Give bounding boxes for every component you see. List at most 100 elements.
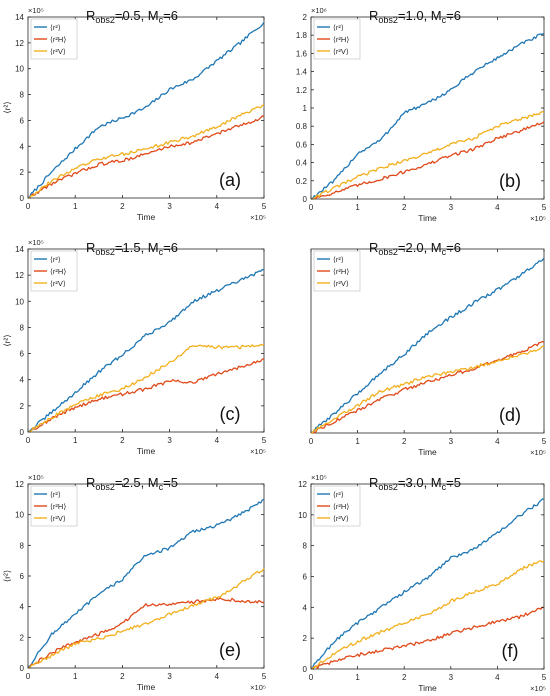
panel-label: (c) <box>220 404 241 424</box>
x-tick-label: 3 <box>167 202 172 211</box>
x-tick-label: 3 <box>449 203 454 212</box>
x-tick-label: 0 <box>309 673 314 682</box>
title-text: R <box>86 240 95 255</box>
panel-title: Robs2=2.0, Mc=6 <box>369 240 461 257</box>
y-tick-label: 0.6 <box>296 140 308 149</box>
x-tick-label: 2 <box>120 672 125 681</box>
legend: ⟨r²⟩ ⟨r²H⟩ ⟨r²V⟩ <box>313 250 361 292</box>
panel-title: Robs2=1.0, Mc=6 <box>369 8 461 25</box>
legend-entry: ⟨r²V⟩ <box>333 514 349 523</box>
y-tick-label: 12 <box>298 480 307 489</box>
x-tick-label: 4 <box>495 203 500 212</box>
y-multiplier: ×10⁵ <box>311 473 327 482</box>
panel-label: (a) <box>219 170 241 190</box>
x-axis-label: Time <box>418 683 437 693</box>
x-tick-label: 2 <box>402 203 407 212</box>
x-tick-label: 0 <box>309 203 314 212</box>
legend-entry: ⟨r²⟩ <box>50 490 61 499</box>
legend-entry: ⟨r²H⟩ <box>333 35 349 44</box>
x-tick-label: 3 <box>449 673 454 682</box>
y-tick-label: 10 <box>15 297 24 306</box>
x-tick-label: 1 <box>355 203 360 212</box>
x-tick-label: 2 <box>402 437 407 446</box>
y-tick-label: 4 <box>20 376 25 385</box>
panel-label: (e) <box>219 640 241 660</box>
x-axis-label: Time <box>137 212 156 222</box>
y-tick-label: 4 <box>20 142 25 151</box>
y-tick-label: 10 <box>15 65 24 74</box>
panel-c: 0 1 2 3 4 502468101214×10⁵×10⁵Time⟨r²⟩Robs2=1… <box>2 238 267 456</box>
series-line-rH <box>310 606 545 670</box>
legend-entry: ⟨r²⟩ <box>50 23 61 32</box>
x-multiplier: ×10⁵ <box>530 214 546 223</box>
y-tick-label: 12 <box>15 271 24 280</box>
y-tick-label: 0 <box>303 195 308 204</box>
x-tick-label: 1 <box>355 673 360 682</box>
y-axis-label: ⟨r²⟩ <box>2 101 12 113</box>
x-tick-label: 3 <box>449 437 454 446</box>
y-tick-label: 2 <box>303 634 308 643</box>
y-tick-label: 1.8 <box>296 31 308 40</box>
title-text: R <box>86 475 95 490</box>
x-axis-label: Time <box>418 213 437 223</box>
x-multiplier: ×10⁵ <box>250 683 266 692</box>
title-subscript: obs2 <box>95 15 115 25</box>
x-multiplier: ×10⁵ <box>530 684 546 693</box>
y-tick-label: 8 <box>20 91 25 100</box>
y-tick-label: 14 <box>15 13 24 22</box>
series-line-rH <box>27 597 265 669</box>
legend-entry: ⟨r²H⟩ <box>50 35 66 44</box>
series-line-r2 <box>310 498 545 670</box>
panel-title: Robs2=3.0, Mc=5 <box>369 475 461 492</box>
x-tick-label: 5 <box>542 437 547 446</box>
y-tick-label: 4 <box>20 603 25 612</box>
title-text: R <box>86 8 95 23</box>
x-tick-label: 0 <box>309 437 314 446</box>
x-multiplier: ×10⁵ <box>530 448 546 457</box>
y-tick-label: 1 <box>303 104 308 113</box>
x-tick-label: 4 <box>215 436 220 445</box>
y-tick-label: 1.4 <box>296 68 308 77</box>
series-line-rV <box>310 345 544 434</box>
title-subscript: obs2 <box>95 482 115 492</box>
y-tick-label: 14 <box>15 245 24 254</box>
y-tick-label: 12 <box>15 39 24 48</box>
y-multiplier: ×10⁶ <box>311 6 327 15</box>
legend-entry: ⟨r²H⟩ <box>333 267 349 276</box>
series-line-rV <box>310 110 545 200</box>
y-tick-label: 2 <box>20 168 25 177</box>
title-text: =2.0, M <box>398 240 442 255</box>
title-subscript: c <box>442 482 447 492</box>
legend-entry: ⟨r²H⟩ <box>50 502 66 511</box>
series-line-rV <box>310 560 545 670</box>
y-tick-label: 12 <box>15 480 24 489</box>
panel-label: (f) <box>502 641 519 661</box>
title-text: R <box>369 475 378 490</box>
x-tick-label: 0 <box>26 202 31 211</box>
legend-entry: ⟨r²H⟩ <box>333 502 349 511</box>
x-tick-label: 3 <box>167 672 172 681</box>
y-tick-label: 0.2 <box>296 177 308 186</box>
title-text: =5 <box>446 475 461 490</box>
series-line-rV <box>27 567 265 669</box>
x-tick-label: 5 <box>542 673 547 682</box>
title-text: R <box>369 240 378 255</box>
title-subscript: obs2 <box>378 15 398 25</box>
title-text: =6 <box>163 240 178 255</box>
series-line-r2 <box>310 257 545 434</box>
legend: ⟨r²⟩ ⟨r²H⟩ ⟨r²V⟩ <box>30 485 78 527</box>
title-text: =5 <box>163 475 178 490</box>
x-tick-label: 4 <box>215 202 220 211</box>
y-tick-label: 0 <box>20 664 25 673</box>
x-tick-label: 5 <box>542 203 547 212</box>
legend-entry: ⟨r²⟩ <box>333 255 344 264</box>
panel-label: (b) <box>499 171 521 191</box>
series-line-rH <box>27 358 265 433</box>
title-subscript: c <box>159 482 164 492</box>
panel-e: 0 1 2 3 4 5024681012×10⁵×10⁵Time⟨r²⟩Robs2=2.5… <box>2 473 267 692</box>
x-axis-label: Time <box>418 447 437 457</box>
series-line-rV <box>27 104 265 199</box>
y-tick-label: 8 <box>303 542 308 551</box>
legend: ⟨r²⟩ ⟨r²H⟩ ⟨r²V⟩ <box>313 485 361 527</box>
